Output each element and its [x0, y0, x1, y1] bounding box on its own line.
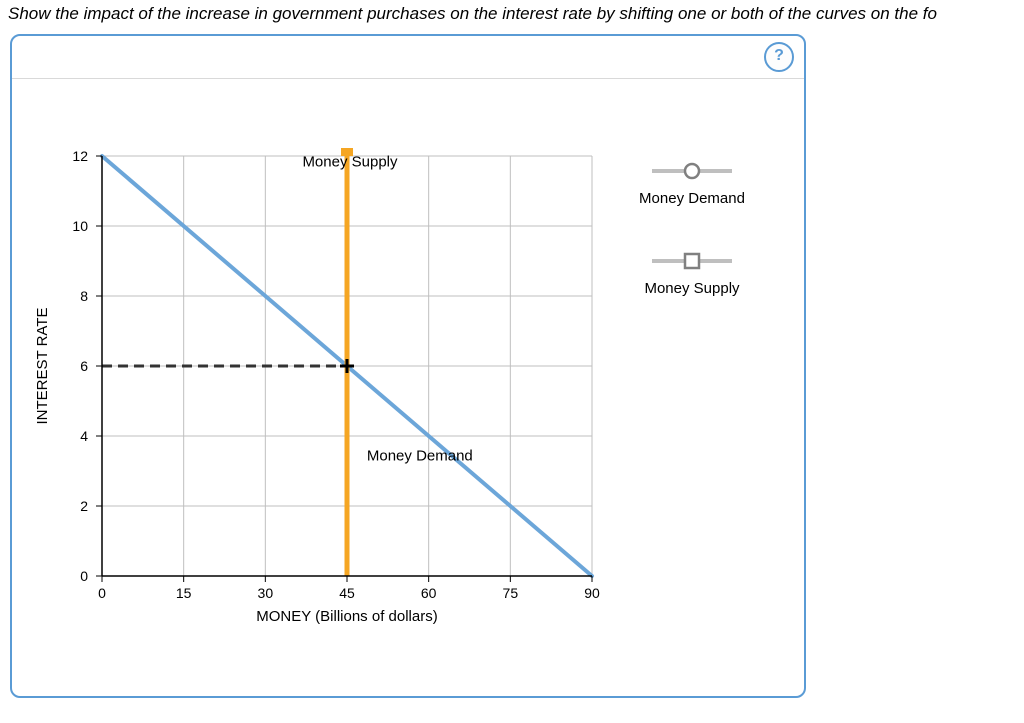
- y-tick-label: 4: [80, 428, 88, 444]
- legend-square-icon[interactable]: [685, 254, 699, 268]
- help-button[interactable]: ?: [764, 42, 794, 72]
- x-tick-label: 90: [584, 585, 600, 601]
- y-tick-label: 2: [80, 498, 88, 514]
- graph-panel: ? 0 15 30 45 60 75 90 0 2 4 6 8 10 12 MONEY (Billions …: [10, 34, 806, 698]
- y-tick-label: 0: [80, 568, 88, 584]
- y-tick-label: 10: [72, 218, 88, 234]
- x-tick-label: 45: [339, 585, 355, 601]
- panel-header: ?: [12, 36, 804, 79]
- y-tick-label: 8: [80, 288, 88, 304]
- money-demand-label: Money Demand: [367, 448, 473, 465]
- x-tick-label: 60: [421, 585, 437, 601]
- x-tick-label: 75: [503, 585, 519, 601]
- x-tick-label: 15: [176, 585, 192, 601]
- money-supply-label: Money Supply: [302, 154, 398, 171]
- x-tick-label: 30: [258, 585, 274, 601]
- x-tick-label: 0: [98, 585, 106, 601]
- legend-circle-icon[interactable]: [685, 164, 699, 178]
- legend-label: Money Demand: [639, 190, 745, 207]
- chart-area[interactable]: 0 15 30 45 60 75 90 0 2 4 6 8 10 12 MONEY (Billions of…: [12, 96, 804, 696]
- y-tick-label: 12: [72, 148, 88, 164]
- x-axis-label: MONEY (Billions of dollars): [256, 608, 437, 625]
- money-market-chart[interactable]: 0 15 30 45 60 75 90 0 2 4 6 8 10 12 MONEY (Billions of…: [12, 96, 802, 686]
- y-tick-label: 6: [80, 358, 88, 374]
- instruction-text: Show the impact of the increase in gover…: [0, 0, 1024, 34]
- y-axis-label: INTEREST RATE: [34, 308, 51, 425]
- legend-label: Money Supply: [644, 280, 740, 297]
